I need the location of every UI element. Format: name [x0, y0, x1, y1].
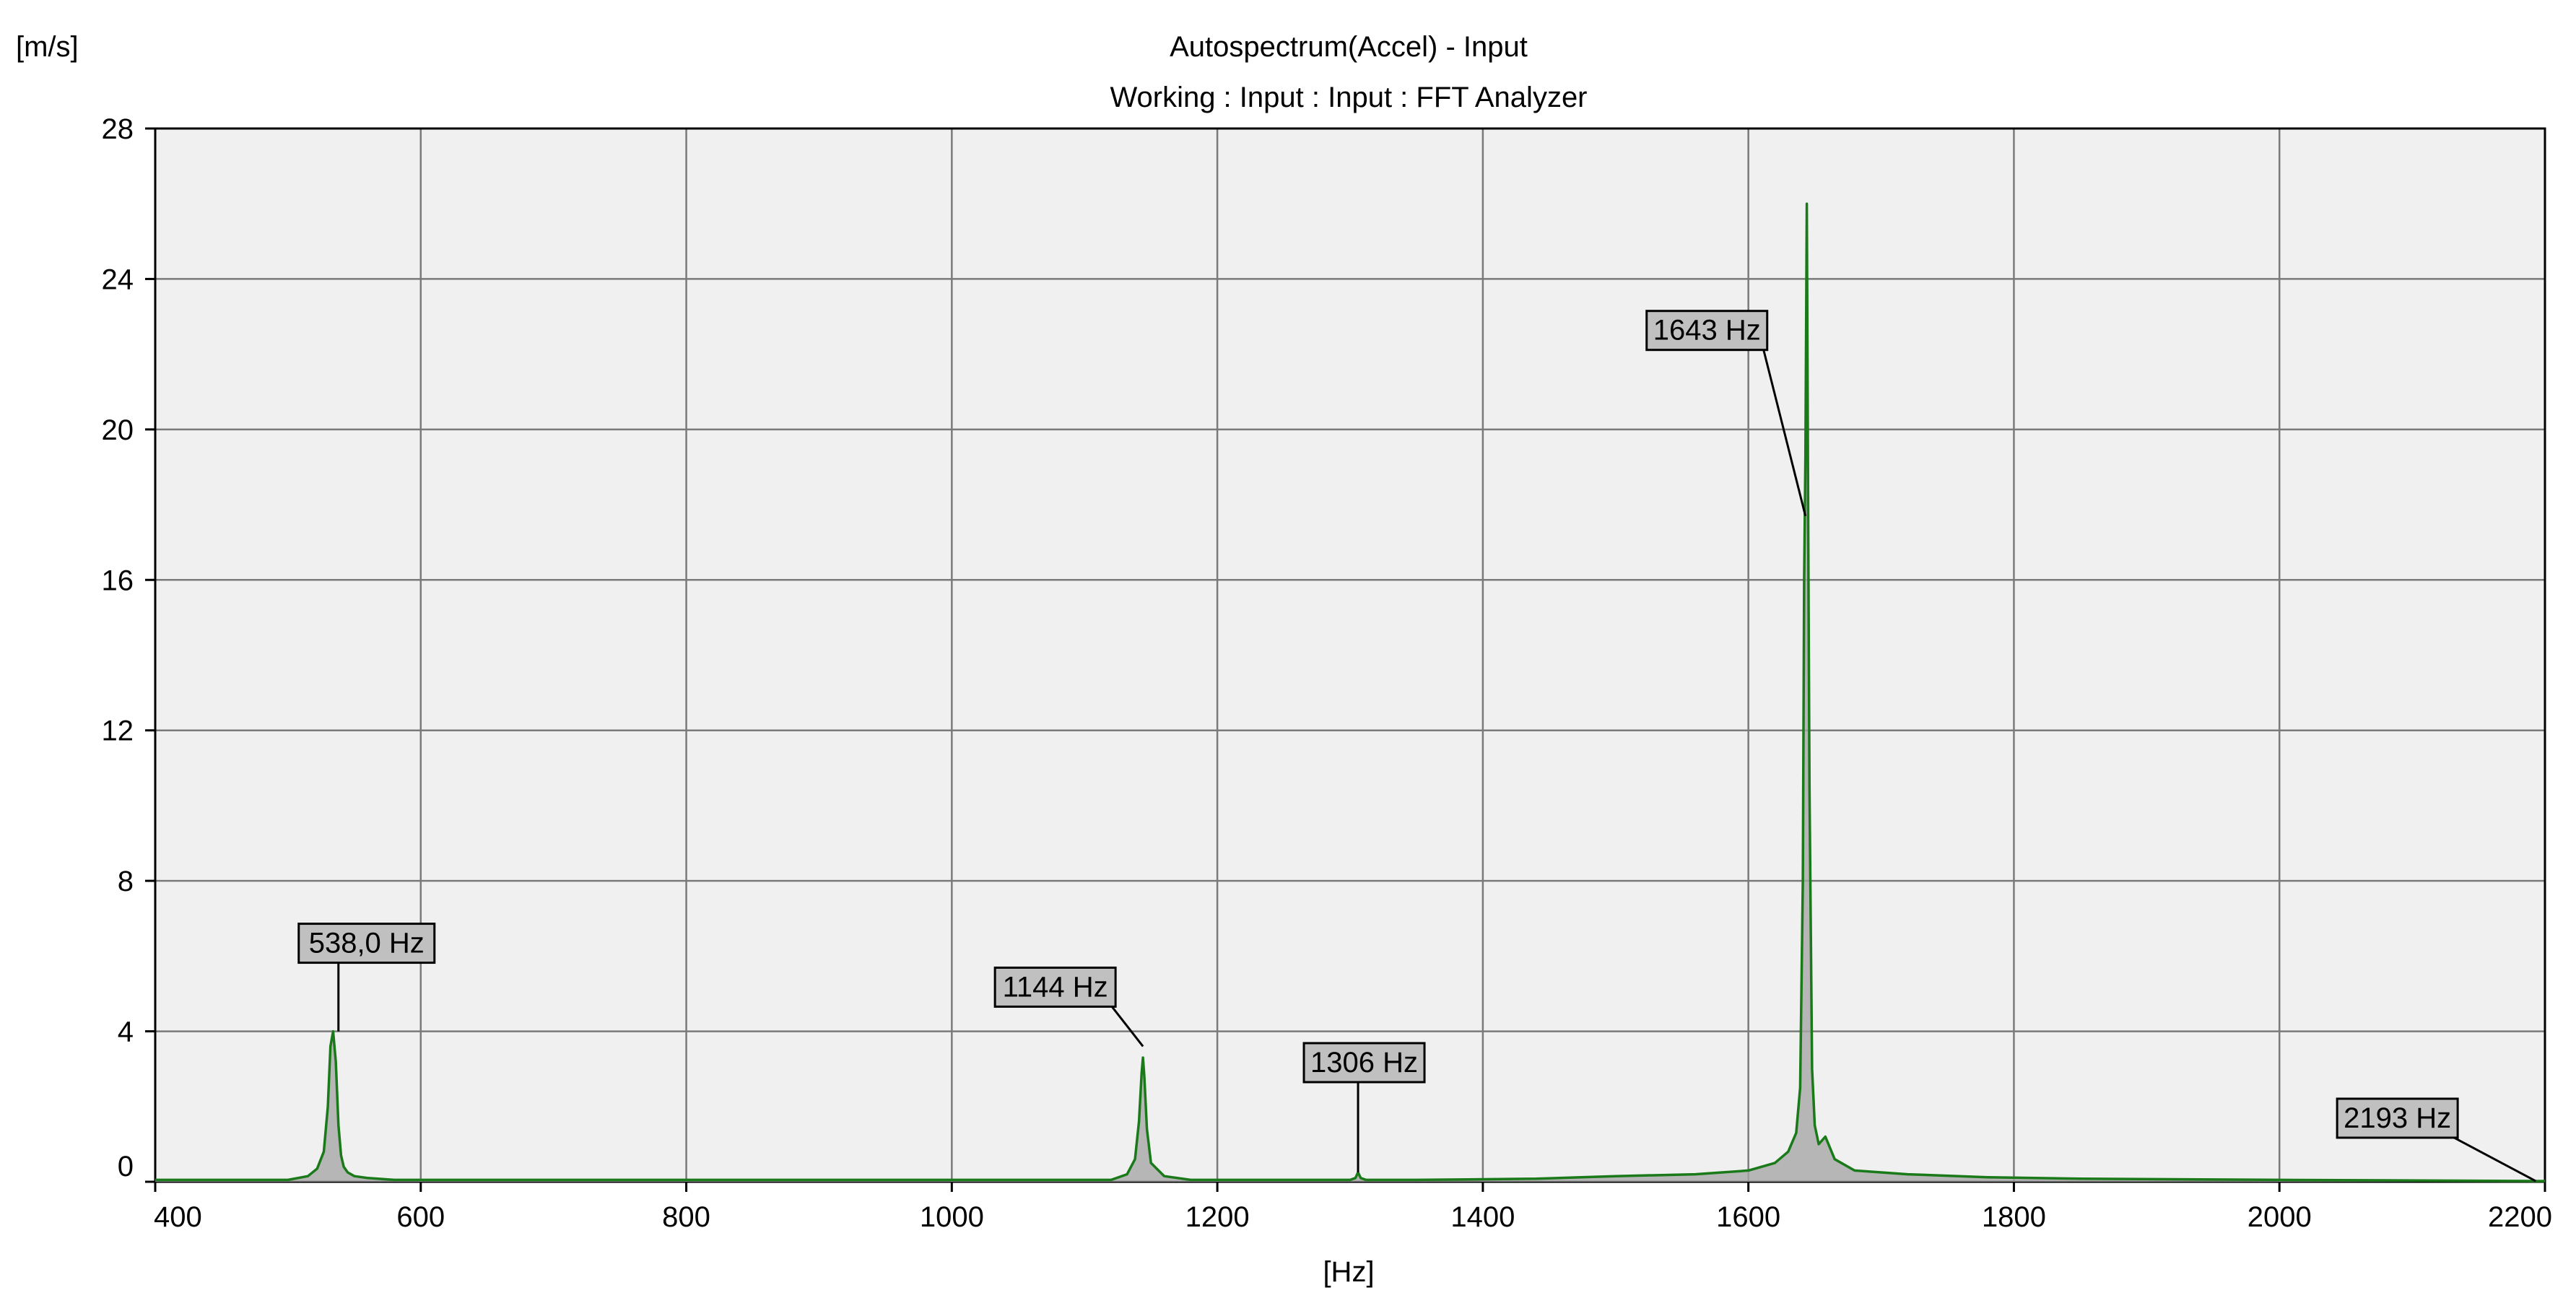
x-tick-label: 1000	[920, 1201, 984, 1233]
x-axis-label: [Hz]	[1323, 1256, 1374, 1288]
peak-marker-label: 2193 Hz	[2344, 1102, 2451, 1134]
spectrum-line	[155, 202, 2545, 1182]
y-unit-label: [m/s]	[16, 31, 79, 63]
peak-marker-label: 1643 Hz	[1653, 315, 1761, 347]
plot-background	[155, 129, 2545, 1182]
marker-leader-line	[2453, 1136, 2536, 1182]
chart-subtitle: Working : Input : Input : FFT Analyzer	[1110, 82, 1587, 113]
peak-marker-label: 1144 Hz	[1003, 971, 1108, 1003]
x-tick-label: 600	[396, 1201, 445, 1233]
y-tick-label: 24	[102, 263, 134, 295]
y-tick-label: 0	[118, 1151, 134, 1182]
x-tick-label: 800	[662, 1201, 710, 1233]
peak-marker-box	[2336, 1097, 2459, 1139]
peak-marker-box	[1302, 1042, 1426, 1084]
y-tick-label: 4	[118, 1016, 134, 1048]
x-tick-label: 2000	[2248, 1201, 2312, 1233]
y-tick-label: 16	[102, 565, 134, 596]
y-tick-label: 12	[102, 715, 134, 747]
x-tick-label: 1400	[1450, 1201, 1515, 1233]
plot-area: 400 600 800 1000 1200 1400 1600 1800 2000 2200 0 4 8…	[102, 113, 2553, 1233]
peak-marker-box	[297, 923, 436, 964]
y-tick-label: 8	[118, 866, 134, 897]
x-tick-label: 1800	[1982, 1201, 2046, 1233]
peak-marker-label: 1306 Hz	[1310, 1047, 1418, 1079]
y-tick-label: 28	[102, 113, 134, 145]
chart-title: Autospectrum(Accel) - Input	[1170, 31, 1528, 63]
marker-leader-line	[1110, 1006, 1144, 1047]
x-tick-label: 1200	[1185, 1201, 1250, 1233]
x-tick-label: 2200	[2488, 1201, 2552, 1233]
peak-marker-label: 538,0 Hz	[309, 928, 425, 959]
peak-marker-box	[993, 966, 1117, 1008]
y-tick-label: 20	[102, 414, 134, 446]
peak-marker-box	[1645, 310, 1769, 352]
marker-leader-line	[1762, 349, 1807, 517]
x-tick-label: 400	[154, 1201, 202, 1233]
x-tick-label: 1600	[1716, 1201, 1780, 1233]
